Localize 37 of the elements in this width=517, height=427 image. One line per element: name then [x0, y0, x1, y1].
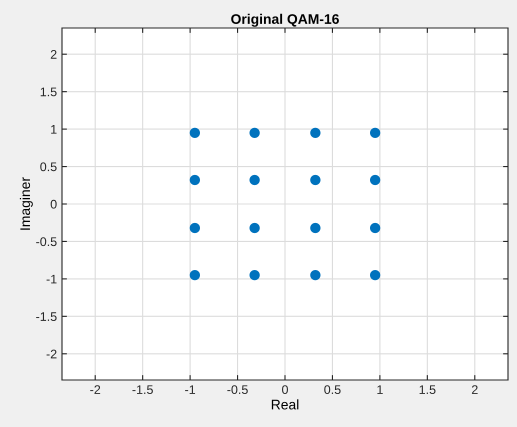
x-tick-label: -1 — [185, 385, 196, 394]
x-tick-label: 2 — [472, 385, 478, 394]
x-tick-label: 0.5 — [324, 385, 341, 394]
x-tick-label: 1 — [377, 385, 383, 394]
point — [370, 222, 380, 234]
point — [249, 270, 260, 280]
x-tick-label: -0.5 — [227, 385, 248, 394]
point — [190, 270, 200, 280]
x-tick-label: -2 — [90, 385, 100, 394]
y-tick-label: -2 — [46, 350, 57, 358]
point — [370, 174, 380, 186]
point — [249, 222, 260, 234]
y-axis-title: Imaginer — [20, 177, 33, 230]
y-tick-label: -1 — [46, 274, 57, 284]
y-tick-label: 1 — [51, 125, 57, 134]
y-tick-label: 0.5 — [40, 162, 57, 172]
y-tick-label: -0.5 — [36, 237, 57, 246]
chart-title: Original QAM-16 — [231, 14, 339, 27]
point — [310, 270, 321, 280]
point — [310, 222, 321, 234]
y-tick-label: 1.5 — [40, 88, 57, 96]
point — [190, 174, 200, 186]
x-axis-title: Real — [272, 399, 298, 410]
point — [249, 174, 260, 186]
point — [310, 128, 321, 138]
point — [370, 128, 380, 138]
point — [190, 222, 200, 234]
point — [190, 128, 200, 138]
y-tick-label: 0 — [50, 200, 57, 209]
point — [370, 270, 380, 280]
x-tick-label: 0 — [282, 385, 288, 394]
x-tick-label: -1.5 — [132, 385, 153, 394]
y-tick-label: 2 — [50, 50, 57, 59]
point — [249, 128, 260, 138]
y-tick-label: -1.5 — [36, 312, 57, 321]
x-tick-label: 1.5 — [420, 385, 436, 394]
point — [310, 174, 321, 186]
